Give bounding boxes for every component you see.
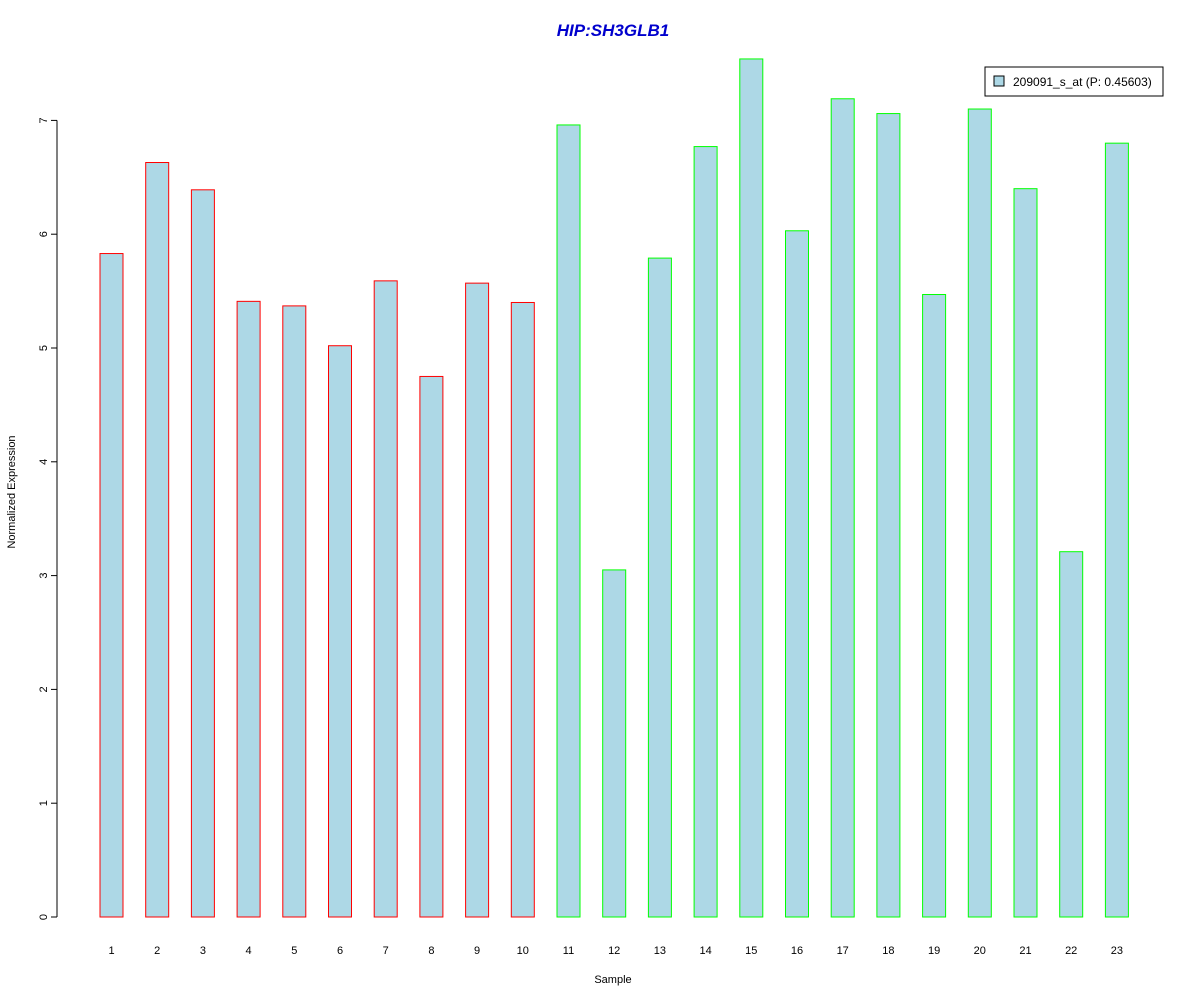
x-tick-labels: 1 2 3 4 5 6 7 8 9 10 11 12 13 14 15 16 17 18 19 20 21 22 23 xyxy=(108,945,1123,957)
bar-sample-10 xyxy=(510,301,535,918)
bar-sample-1 xyxy=(99,253,124,918)
x-axis-label: Sample xyxy=(594,974,631,986)
bar-sample-12 xyxy=(602,569,627,918)
bar-sample-21 xyxy=(1013,188,1038,918)
bar-sample-20 xyxy=(967,108,992,918)
bar-sample-18 xyxy=(876,113,901,918)
y-tick-label: 5 xyxy=(38,345,50,351)
x-tick-label: 20 xyxy=(974,945,986,957)
y-tick-label: 2 xyxy=(38,686,50,692)
bar-sample-23 xyxy=(1104,142,1129,918)
x-tick-label: 3 xyxy=(200,945,206,957)
x-tick-label: 22 xyxy=(1065,945,1077,957)
bar-sample-6 xyxy=(328,345,352,918)
chart-title: HIP:SH3GLB1 xyxy=(557,21,669,40)
x-tick-label: 18 xyxy=(882,945,894,957)
x-tick-label: 15 xyxy=(745,945,757,957)
x-tick-label: 10 xyxy=(517,945,529,957)
bar-sample-9 xyxy=(465,282,490,918)
bars-group xyxy=(99,58,1129,918)
bar-sample-17 xyxy=(830,98,855,918)
bar-sample-13 xyxy=(647,257,672,918)
x-tick-label: 11 xyxy=(563,945,574,957)
x-tick-label: 19 xyxy=(928,945,940,957)
y-tick-label: 6 xyxy=(38,231,50,237)
bar-sample-14 xyxy=(693,146,718,918)
x-tick-label: 7 xyxy=(383,945,389,957)
x-tick-label: 14 xyxy=(699,945,711,957)
bar-sample-15 xyxy=(739,58,764,918)
legend-box xyxy=(984,66,1164,97)
bar-sample-11 xyxy=(556,124,581,918)
bar-sample-7 xyxy=(373,280,398,918)
y-tick-label: 7 xyxy=(38,117,50,123)
y-tick-label: 3 xyxy=(38,573,50,579)
bar-sample-4 xyxy=(236,300,261,918)
x-tick-label: 23 xyxy=(1111,945,1123,957)
x-tick-label: 13 xyxy=(654,945,666,957)
legend-swatch xyxy=(993,75,1005,87)
x-tick-label: 4 xyxy=(246,945,252,957)
x-tick-label: 1 xyxy=(108,945,114,957)
bar-sample-19 xyxy=(922,294,947,918)
bar-sample-3 xyxy=(190,189,215,918)
y-axis-label: Normalized Expression xyxy=(6,435,18,548)
y-tick-label: 4 xyxy=(38,459,50,465)
bar-sample-16 xyxy=(785,230,809,918)
y-tick-label: 0 xyxy=(38,914,50,920)
x-tick-label: 9 xyxy=(474,945,480,957)
bar-sample-5 xyxy=(282,305,307,918)
y-tick-label: 1 xyxy=(38,800,50,806)
x-tick-label: 8 xyxy=(428,945,434,957)
x-tick-label: 16 xyxy=(791,945,803,957)
x-tick-label: 6 xyxy=(337,945,343,957)
x-tick-label: 12 xyxy=(608,945,620,957)
y-axis: 0 1 2 3 4 5 6 7 xyxy=(38,117,58,920)
bar-sample-8 xyxy=(419,375,444,918)
x-tick-label: 5 xyxy=(291,945,297,957)
legend: 209091_s_at (P: 0.45603) xyxy=(984,66,1164,97)
legend-entry: 209091_s_at (P: 0.45603) xyxy=(1013,75,1152,89)
x-tick-label: 17 xyxy=(837,945,849,957)
bar-sample-22 xyxy=(1059,551,1084,918)
x-tick-label: 2 xyxy=(154,945,160,957)
bar-sample-2 xyxy=(145,162,170,918)
x-tick-label: 21 xyxy=(1019,945,1031,957)
